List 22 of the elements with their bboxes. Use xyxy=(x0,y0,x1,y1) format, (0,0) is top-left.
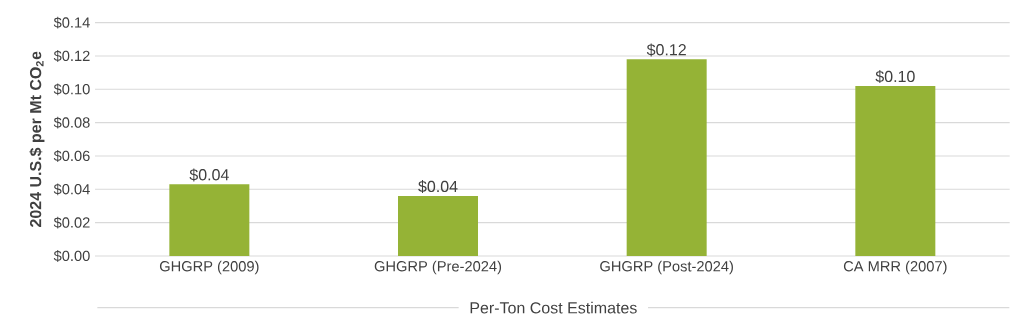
data-label: $0.04 xyxy=(418,180,458,194)
bar xyxy=(398,195,479,256)
y-axis-title: 2024 U.S.$ per Mt CO$_{2}$e xyxy=(29,51,45,227)
y-tick-label: $0.02 xyxy=(53,216,90,229)
bar xyxy=(626,59,707,256)
x-tick-label: GHGRP (Pre-2024) xyxy=(374,260,502,275)
data-label: $0.04 xyxy=(189,168,229,182)
x-axis-title: Per-Ton Cost Estimates xyxy=(470,301,637,314)
y-tick-label: $0.04 xyxy=(53,183,90,196)
bar xyxy=(169,184,250,256)
y-tick-label: $0.06 xyxy=(53,150,90,162)
y-tick-label: $0.08 xyxy=(53,116,90,129)
bar xyxy=(855,85,936,256)
data-label: $0.10 xyxy=(875,70,915,84)
y-tick-label: $0.14 xyxy=(53,16,90,29)
y-tick-label: $0.10 xyxy=(53,83,90,96)
y-tick-label: $0.00 xyxy=(53,250,90,262)
data-label: $0.12 xyxy=(646,43,686,57)
x-tick-label: GHGRP (Post-2024) xyxy=(600,260,733,275)
y-tick-label: $0.12 xyxy=(53,50,90,62)
x-tick-label: CA MRR (2007) xyxy=(843,260,947,275)
x-tick-label: GHGRP (2009) xyxy=(159,260,259,275)
